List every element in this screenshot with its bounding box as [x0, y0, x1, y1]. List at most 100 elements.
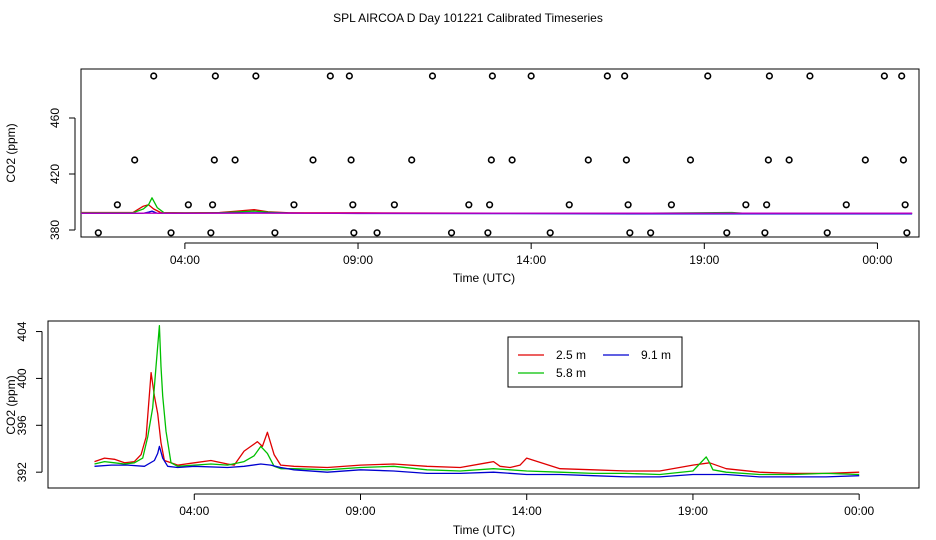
calibration-point: [761, 229, 769, 237]
calibration-point: [527, 72, 535, 80]
top-y-tick-label: 420: [48, 164, 62, 184]
top-x-tick-label: 04:00: [170, 253, 200, 267]
bottom-y-axis-label: CO2 (ppm): [4, 375, 18, 434]
calibration-point: [326, 72, 334, 80]
calibration-point: [785, 156, 793, 164]
calibration-point: [252, 72, 260, 80]
calibration-point: [373, 229, 381, 237]
calibration-point: [486, 201, 494, 209]
bottom-y-tick-label: 396: [15, 415, 29, 435]
top-y-tick-label: 380: [48, 220, 62, 240]
top-y-axis-label: CO2 (ppm): [4, 123, 18, 182]
calibration-point: [903, 229, 911, 237]
chart-title: SPL AIRCOA D Day 101221 Calibrated Times…: [333, 11, 603, 25]
calibration-point: [686, 156, 695, 164]
calibration-point: [408, 156, 416, 164]
calibration-point: [210, 156, 218, 164]
calibration-point: [208, 201, 217, 209]
calibration-point: [350, 229, 358, 237]
calibration-point: [271, 229, 279, 237]
calibration-point: [347, 156, 355, 164]
calibration-point: [113, 201, 121, 209]
calibration-point: [390, 201, 398, 209]
top-y-tick-label: 460: [48, 108, 62, 128]
calibration-point: [349, 201, 357, 209]
top-y-axis: 380 420 460: [48, 108, 76, 240]
bottom-x-tick-label: 04:00: [179, 504, 209, 518]
calibration-point: [167, 229, 175, 237]
calibration-point: [622, 156, 630, 164]
calibration-point: [487, 156, 495, 164]
calibration-point: [428, 72, 437, 80]
calibration-point: [603, 72, 611, 80]
bottom-y-tick-label: 404: [15, 321, 29, 341]
calibration-point: [667, 201, 676, 209]
bottom-y-tick-label: 400: [15, 368, 29, 388]
calibration-point: [806, 72, 814, 80]
top-x-tick-label: 09:00: [343, 253, 373, 267]
calibration-point: [899, 156, 908, 164]
bottom-x-axis-label: Time (UTC): [453, 523, 515, 537]
calibration-point: [546, 229, 554, 237]
legend: 2.5 m 5.8 m 9.1 m: [507, 336, 683, 388]
legend-box: [507, 336, 683, 388]
calibration-point: [763, 201, 771, 209]
top-x-tick-label: 19:00: [689, 253, 719, 267]
calibration-point: [565, 201, 573, 209]
top-x-tick-label: 00:00: [862, 253, 892, 267]
top-calibration-points: [94, 72, 911, 237]
bottom-x-tick-label: 19:00: [678, 504, 708, 518]
calibration-point: [764, 156, 772, 164]
calibration-point: [704, 72, 712, 80]
calibration-point: [723, 229, 731, 237]
calibration-point: [447, 229, 456, 237]
legend-label-5-8m: 5.8 m: [556, 366, 586, 380]
calibration-point: [465, 201, 473, 209]
calibration-point: [131, 156, 139, 164]
bottom-x-tick-label: 09:00: [345, 504, 375, 518]
legend-label-2-5m: 2.5 m: [556, 348, 586, 362]
bottom-series-2-5-m-line: [94, 371, 860, 475]
calibration-point: [742, 201, 750, 209]
calibration-point: [290, 201, 298, 209]
bottom-y-axis: 392 396 400 404: [15, 321, 43, 482]
calibration-point: [94, 229, 102, 237]
calibration-point: [584, 156, 592, 164]
calibration-point: [765, 72, 774, 80]
top-x-axis-label: Time (UTC): [453, 271, 515, 285]
bottom-series-9-1-m-line: [94, 445, 860, 478]
bottom-x-tick-label: 14:00: [512, 504, 542, 518]
calibration-point: [231, 156, 239, 164]
calibration-point: [508, 156, 516, 164]
bottom-y-tick-label: 392: [15, 462, 29, 482]
top-series-group: [81, 197, 913, 215]
top-panel-frame: [80, 68, 920, 238]
bottom-series-group: [94, 325, 860, 478]
top-series-5-8-m-line: [81, 197, 913, 215]
calibration-point: [901, 201, 909, 209]
top-x-axis: 04:00 09:00 14:00 19:00 00:00: [170, 242, 893, 267]
calibration-point: [626, 229, 634, 237]
calibration-point: [621, 72, 629, 80]
calibration-point: [488, 72, 496, 80]
calibration-point: [898, 72, 906, 80]
calibration-point: [647, 229, 655, 237]
calibration-point: [184, 201, 192, 209]
calibration-point: [861, 156, 869, 164]
calibration-point: [309, 156, 317, 164]
calibration-point: [823, 229, 831, 237]
calibration-point: [345, 72, 353, 80]
legend-label-9-1m: 9.1 m: [641, 348, 671, 362]
bottom-series-5-8-m-line: [94, 325, 860, 476]
calibration-point: [484, 229, 492, 237]
calibration-point: [880, 72, 888, 80]
top-panel: 04:00 09:00 14:00 19:00 00:00 380 420 460 Time…: [4, 68, 920, 285]
calibration-point: [207, 229, 215, 237]
bottom-panel-frame: [47, 320, 920, 489]
bottom-panel: 04:00 09:00 14:00 19:00 00:00 392 396 400 404 T…: [4, 320, 920, 537]
bottom-x-tick-label: 00:00: [844, 504, 874, 518]
calibration-point: [624, 201, 632, 209]
calibration-point: [150, 72, 158, 80]
bottom-x-axis: 04:00 09:00 14:00 19:00 00:00: [179, 493, 875, 518]
